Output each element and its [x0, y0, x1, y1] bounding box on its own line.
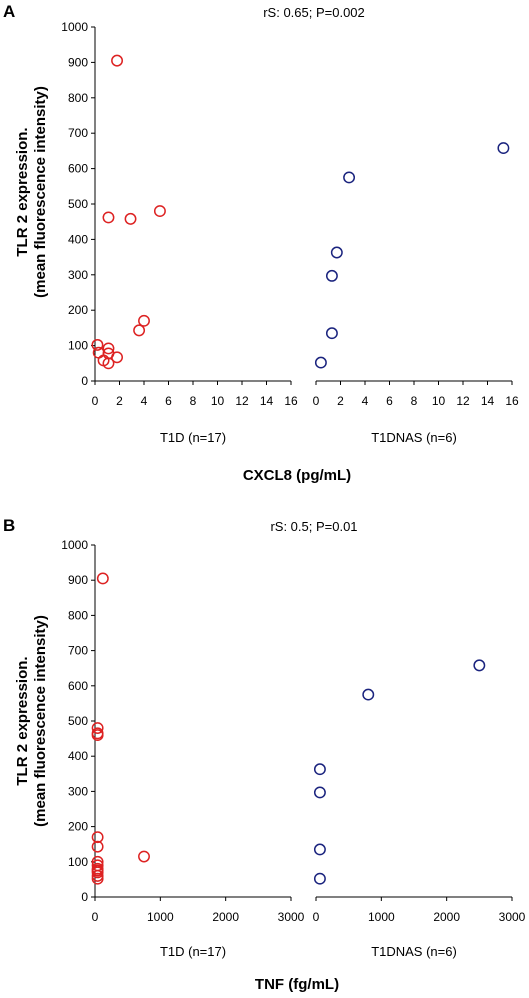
data-point — [91, 872, 104, 885]
data-point — [133, 324, 146, 337]
x-tick-label: 2000 — [433, 910, 460, 924]
x-tick-label: 4 — [362, 394, 369, 408]
data-point — [91, 338, 104, 351]
y-tick-label: 1000 — [61, 20, 88, 34]
x-tick-label: 0 — [92, 394, 99, 408]
data-point — [91, 840, 104, 853]
group-label: T1D (n=17) — [160, 944, 226, 959]
x-tick-label: 14 — [481, 394, 495, 408]
x-tick-label: 1000 — [147, 910, 174, 924]
group-label: T1D (n=17) — [160, 430, 226, 445]
x-tick-label: 6 — [165, 394, 172, 408]
y-axis-title-a-line1: TLR 2 expression. — [14, 127, 31, 256]
data-point — [325, 327, 338, 340]
y-tick-label: 400 — [68, 232, 88, 246]
x-axis-title-b: TNF (fg/mL) — [255, 976, 339, 993]
data-point — [91, 729, 104, 742]
y-tick-label: 300 — [68, 268, 88, 282]
x-tick-label: 0 — [313, 910, 320, 924]
data-point — [111, 351, 124, 364]
y-tick-label: 900 — [68, 573, 88, 587]
x-tick-label: 0 — [92, 910, 99, 924]
x-tick-label: 14 — [260, 394, 274, 408]
x-tick-label: 2000 — [212, 910, 239, 924]
data-point — [362, 688, 375, 701]
x-tick-label: 1000 — [368, 910, 395, 924]
data-point — [473, 659, 486, 672]
data-point — [91, 722, 104, 734]
data-point — [124, 212, 137, 225]
x-tick-label: 3000 — [499, 910, 526, 924]
y-tick-label: 400 — [68, 749, 88, 763]
x-tick-label: 2 — [337, 394, 344, 408]
y-tick-label: 600 — [68, 162, 88, 176]
panel-label-a: A — [3, 2, 15, 21]
y-axis-title-a-line2: (mean fluorescence intensity) — [32, 86, 49, 298]
data-point — [313, 763, 326, 776]
y-tick-label: 800 — [68, 608, 88, 622]
x-tick-label: 3000 — [278, 910, 305, 924]
data-point — [102, 357, 115, 370]
x-tick-label: 8 — [190, 394, 197, 408]
data-point — [102, 211, 115, 224]
x-axis-title-a: CXCL8 (pg/mL) — [243, 467, 351, 484]
y-tick-label: 100 — [68, 339, 88, 353]
data-point — [313, 872, 326, 885]
x-tick-label: 2 — [116, 394, 123, 408]
x-tick-label: 16 — [505, 394, 519, 408]
y-axis-title-b-line2: (mean fluorescence intensity) — [32, 615, 49, 827]
stat-annotation-a: rS: 0.65; P=0.002 — [263, 5, 365, 20]
group-label: T1DNAS (n=6) — [371, 430, 457, 445]
data-point — [138, 850, 150, 863]
x-tick-label: 8 — [411, 394, 418, 408]
data-point — [138, 314, 150, 327]
data-point — [91, 866, 104, 879]
y-tick-label: 800 — [68, 91, 88, 105]
y-tick-label: 200 — [68, 303, 88, 317]
x-tick-label: 10 — [432, 394, 446, 408]
data-point — [96, 572, 109, 585]
data-point — [313, 786, 326, 799]
data-point — [102, 342, 115, 355]
data-point — [153, 205, 166, 218]
group-label: T1DNAS (n=6) — [371, 944, 457, 959]
x-tick-label: 12 — [456, 394, 470, 408]
data-point — [111, 54, 124, 67]
x-tick-label: 4 — [141, 394, 148, 408]
y-tick-label: 500 — [68, 197, 88, 211]
y-tick-label: 100 — [68, 855, 88, 869]
data-point — [343, 171, 356, 184]
data-point — [313, 843, 326, 856]
x-tick-label: 16 — [284, 394, 298, 408]
data-point — [91, 831, 104, 844]
y-tick-label: 1000 — [61, 538, 88, 552]
y-tick-label: 500 — [68, 714, 88, 728]
y-tick-label: 700 — [68, 644, 88, 658]
data-point — [330, 246, 343, 259]
x-tick-label: 10 — [211, 394, 225, 408]
y-tick-label: 0 — [81, 890, 88, 904]
panel-label-b: B — [3, 516, 15, 535]
x-tick-label: 6 — [386, 394, 393, 408]
y-tick-label: 200 — [68, 820, 88, 834]
y-tick-label: 600 — [68, 679, 88, 693]
stat-annotation-b: rS: 0.5; P=0.01 — [270, 519, 357, 534]
data-point — [325, 269, 338, 282]
data-point — [497, 142, 510, 155]
y-tick-label: 700 — [68, 126, 88, 140]
x-tick-label: 12 — [235, 394, 249, 408]
y-tick-label: 0 — [81, 374, 88, 388]
data-point — [314, 356, 327, 369]
y-tick-label: 300 — [68, 784, 88, 798]
x-tick-label: 0 — [313, 394, 320, 408]
y-axis-title-b-line1: TLR 2 expression. — [14, 656, 31, 785]
y-tick-label: 900 — [68, 55, 88, 69]
